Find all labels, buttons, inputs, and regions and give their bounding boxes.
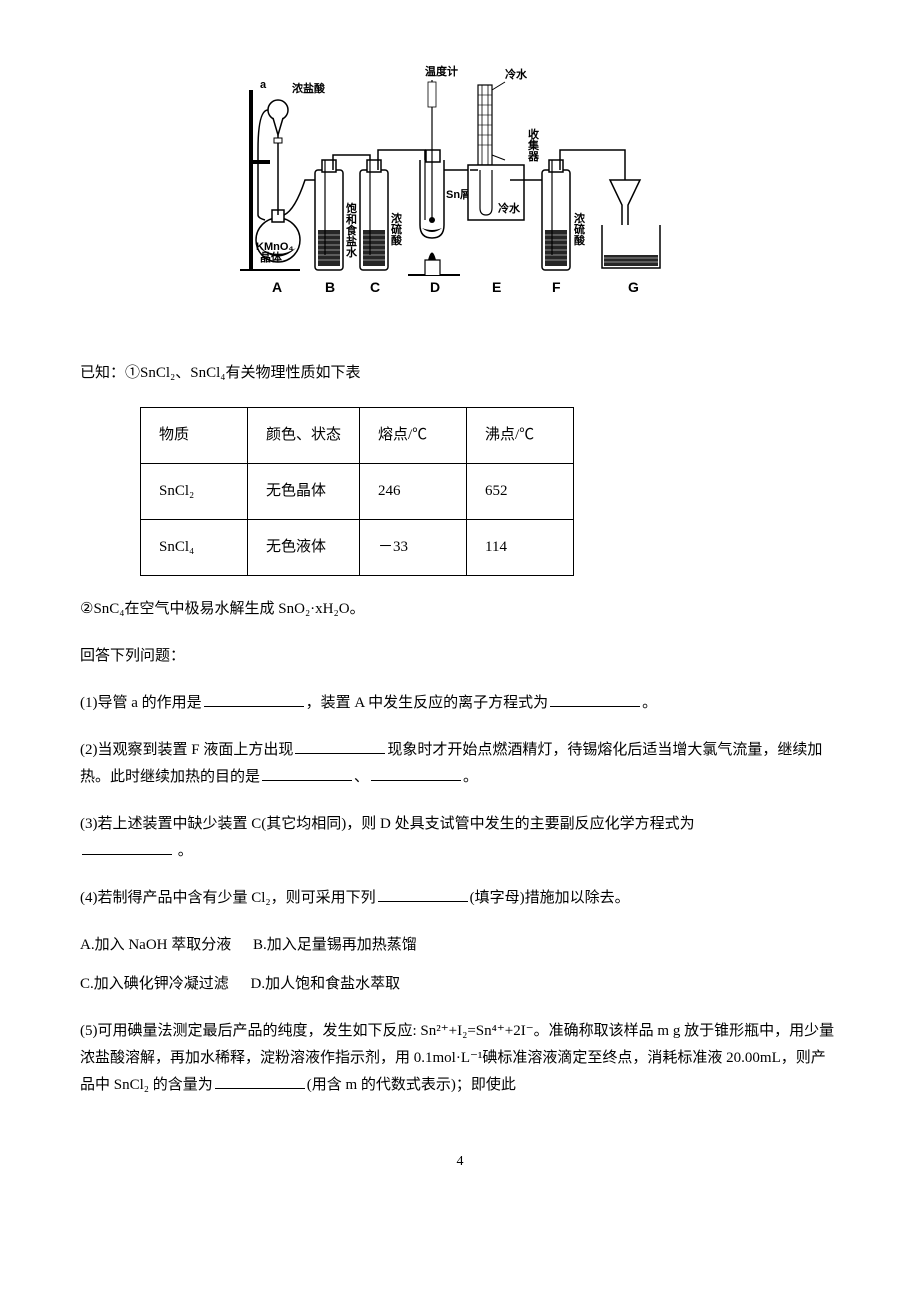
q5-text-b: (用含 m 的代数式表示)；即使此 bbox=[307, 1077, 516, 1093]
question-1: (1)导管 a 的作用是 ，装置 A 中发生反应的离子方程式为 。 bbox=[80, 690, 840, 717]
cell: SnCl₄ bbox=[141, 520, 248, 576]
letter-A: A bbox=[272, 279, 282, 295]
q1-text-b: ，装置 A 中发生反应的离子方程式为 bbox=[306, 695, 549, 711]
cell: 246 bbox=[360, 464, 467, 520]
label-thermo: 温度计 bbox=[425, 64, 458, 78]
q3-text-a: (3)若上述装置中缺少装置 C(其它均相同)，则 D 处具支试管中发生的主要副反… bbox=[80, 816, 695, 832]
q2-text-c: 。 bbox=[463, 769, 478, 785]
q3-text-b: 。 bbox=[174, 843, 193, 859]
letter-C: C bbox=[370, 279, 380, 295]
cell: －33 bbox=[360, 520, 467, 576]
letter-G: G bbox=[628, 279, 639, 295]
option-B: B.加入足量锡再加热蒸馏 bbox=[253, 932, 417, 959]
cell: 114 bbox=[467, 520, 574, 576]
table-row: SnCl₂ 无色晶体 246 652 bbox=[141, 464, 574, 520]
cell: 652 bbox=[467, 464, 574, 520]
option-C: C.加入碘化钾冷凝过滤 bbox=[80, 971, 229, 998]
apparatus-svg: a 浓盐酸 KMnO₄晶体 饱和食盐水 bbox=[230, 60, 690, 310]
letter-F: F bbox=[552, 279, 561, 295]
letter-E: E bbox=[492, 279, 501, 295]
label-hcl: 浓盐酸 bbox=[292, 81, 326, 95]
blank bbox=[295, 738, 385, 754]
options-block: A.加入 NaOH 萃取分液 B.加入足量锡再加热蒸馏 C.加入碘化钾冷凝过滤 … bbox=[80, 932, 840, 998]
q4-text-b: (填字母)措施加以除去。 bbox=[470, 890, 630, 906]
label-kmno4: KMnO₄晶体 bbox=[256, 241, 294, 264]
th-color-state: 颜色、状态 bbox=[248, 408, 360, 464]
note-2: ②SnC₄在空气中极易水解生成 SnO₂·xH₂O。 bbox=[80, 596, 840, 623]
question-3: (3)若上述装置中缺少装置 C(其它均相同)，则 D 处具支试管中发生的主要副反… bbox=[80, 811, 840, 865]
blank bbox=[82, 839, 172, 855]
letter-B: B bbox=[325, 279, 335, 295]
answer-heading: 回答下列问题： bbox=[80, 643, 840, 670]
question-2: (2)当观察到装置 F 液面上方出现现象时才开始点燃酒精灯，待锡熔化后适当增大氯… bbox=[80, 737, 840, 791]
q2-sep: 、 bbox=[354, 769, 369, 785]
th-substance: 物质 bbox=[141, 408, 248, 464]
option-row: C.加入碘化钾冷凝过滤 D.加人饱和食盐水萃取 bbox=[80, 971, 840, 998]
blank bbox=[215, 1073, 305, 1089]
th-boiling: 沸点/℃ bbox=[467, 408, 574, 464]
letter-D: D bbox=[430, 279, 440, 295]
th-melting: 熔点/℃ bbox=[360, 408, 467, 464]
q4-text-a: (4)若制得产品中含有少量 Cl₂，则可采用下列 bbox=[80, 890, 376, 906]
q1-text-c: 。 bbox=[642, 695, 657, 711]
device-C bbox=[360, 150, 425, 270]
table-row: SnCl₄ 无色液体 －33 114 bbox=[141, 520, 574, 576]
label-cold: 冷水 bbox=[505, 67, 528, 81]
cell: 无色液体 bbox=[248, 520, 360, 576]
option-A: A.加入 NaOH 萃取分液 bbox=[80, 932, 231, 959]
page-number: 4 bbox=[80, 1149, 840, 1174]
cell: 无色晶体 bbox=[248, 464, 360, 520]
label-a: a bbox=[260, 79, 267, 91]
blank bbox=[378, 886, 468, 902]
q1-text-a: (1)导管 a 的作用是 bbox=[80, 695, 202, 711]
table-header-row: 物质 颜色、状态 熔点/℃ 沸点/℃ bbox=[141, 408, 574, 464]
label-collector: 收集器 bbox=[527, 127, 540, 163]
properties-table: 物质 颜色、状态 熔点/℃ 沸点/℃ SnCl₂ 无色晶体 246 652 Sn… bbox=[140, 407, 574, 576]
question-5: (5)可用碘量法测定最后产品的纯度，发生如下反应: Sn²⁺+I₂=Sn⁴⁺+2… bbox=[80, 1018, 840, 1099]
option-row: A.加入 NaOH 萃取分液 B.加入足量锡再加热蒸馏 bbox=[80, 932, 840, 959]
apparatus-diagram: a 浓盐酸 KMnO₄晶体 饱和食盐水 bbox=[80, 60, 840, 320]
label-cold2: 冷水 bbox=[498, 201, 521, 215]
option-D: D.加人饱和食盐水萃取 bbox=[251, 971, 401, 998]
label-h2so4-2: 浓硫酸 bbox=[574, 211, 586, 247]
blank bbox=[204, 691, 304, 707]
device-G bbox=[602, 180, 660, 268]
blank bbox=[371, 765, 461, 781]
q2-text-a: (2)当观察到装置 F 液面上方出现 bbox=[80, 742, 293, 758]
device-D bbox=[408, 80, 470, 275]
intro-text: 已知：①SnCl₂、SnCl₄有关物理性质如下表 bbox=[80, 360, 840, 387]
question-4: (4)若制得产品中含有少量 Cl₂，则可采用下列 (填字母)措施加以除去。 bbox=[80, 885, 840, 912]
label-nacl: 饱和食盐水 bbox=[346, 201, 358, 259]
label-h2so4-1: 浓硫酸 bbox=[391, 211, 403, 247]
cell: SnCl₂ bbox=[141, 464, 248, 520]
blank bbox=[262, 765, 352, 781]
blank bbox=[550, 691, 640, 707]
